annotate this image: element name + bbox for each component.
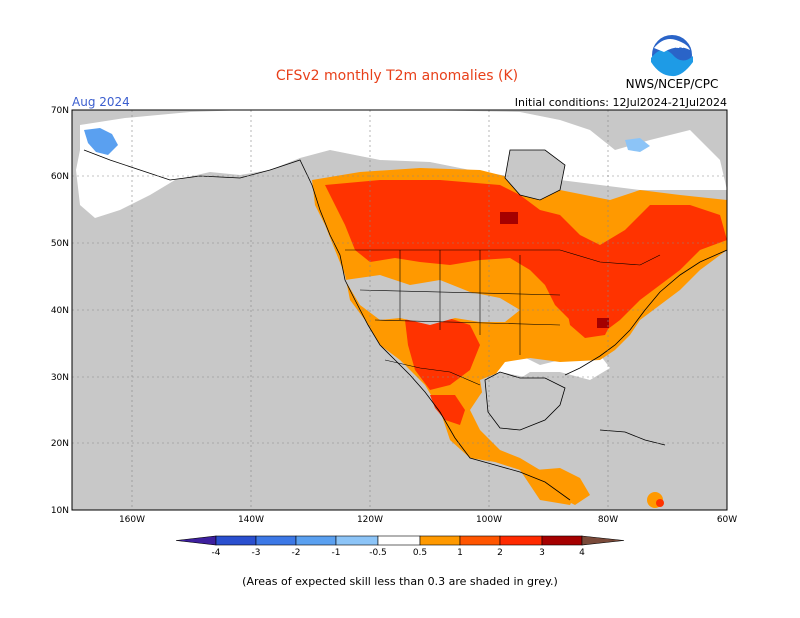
noaa-logo: NOAA	[650, 33, 694, 77]
lat-tick-label: 40N	[51, 306, 69, 316]
lon-axis-labels: 160W 140W 120W 100W 80W 60W	[119, 515, 737, 525]
political-borders	[345, 249, 661, 386]
colorbar-swatch	[215, 535, 257, 546]
low-skill-interior-west	[345, 275, 520, 325]
colorbar-tick-label: 2	[497, 548, 503, 558]
valid-month-label: Aug 2024	[72, 95, 130, 109]
coastlines	[83, 149, 727, 501]
land-near-normal-north	[76, 110, 727, 218]
colorbar-tick-label: -1	[332, 548, 341, 558]
hudson-bay	[505, 150, 565, 200]
colorbar-tick-label: 1	[457, 548, 463, 558]
anomaly-darkred-patch	[597, 318, 609, 328]
lat-tick-label: 10N	[51, 506, 69, 516]
lon-tick-label: 100W	[476, 515, 502, 525]
colorbar-tick-label: -0.5	[369, 548, 387, 558]
anomaly-blue-greenland	[625, 138, 650, 152]
lon-tick-label: 160W	[119, 515, 145, 525]
noaa-logo-text: NOAA	[661, 42, 684, 50]
anomaly-red-caribbean	[656, 499, 664, 507]
initial-conditions-label: Initial conditions: 12Jul2024-21Jul2024	[515, 96, 727, 109]
colorbar-swatch	[255, 535, 297, 546]
source-label: NWS/NCEP/CPC	[626, 77, 719, 91]
lat-tick-label: 50N	[51, 239, 69, 249]
colorbar-swatch	[377, 535, 421, 546]
colorbar-tick-label: 4	[579, 548, 585, 558]
anomaly-blue-bering	[84, 128, 118, 155]
lon-tick-label: 80W	[598, 515, 618, 525]
anomaly-red-mexico	[430, 395, 465, 425]
lon-tick-label: 120W	[357, 515, 383, 525]
lat-tick-label: 60N	[51, 172, 69, 182]
anomaly-red-canada-core	[325, 180, 727, 335]
anomaly-orange-central-america	[535, 468, 590, 505]
colorbar-tick-label: -2	[292, 548, 301, 558]
colorbar-swatch	[459, 535, 501, 546]
lat-axis-labels: 70N 60N 50N 40N 30N 20N 10N	[51, 106, 69, 516]
colorbar: -4 -3 -2 -1 -0.5 0.5 1 2 3 4	[175, 535, 625, 558]
colorbar-swatch	[335, 535, 379, 546]
graticule	[72, 110, 727, 510]
colorbar-swatch	[419, 535, 461, 546]
lat-tick-label: 20N	[51, 439, 69, 449]
anomaly-red-ohio-valley	[565, 300, 615, 338]
lon-tick-label: 60W	[717, 515, 737, 525]
skill-footnote: (Areas of expected skill less than 0.3 a…	[242, 575, 558, 588]
colorbar-tick-label: 3	[539, 548, 545, 558]
colorbar-high-arrow	[581, 535, 625, 546]
anomaly-red-southwest	[405, 315, 480, 390]
map-frame	[71, 109, 728, 511]
map-title: CFSv2 monthly T2m anomalies (K)	[276, 68, 518, 84]
colorbar-tick-label: -4	[212, 548, 221, 558]
colorbar-swatch	[499, 535, 543, 546]
lon-tick-label: 140W	[238, 515, 264, 525]
gulf-of-mexico	[480, 372, 570, 430]
lat-tick-label: 30N	[51, 373, 69, 383]
colorbar-low-arrow	[175, 535, 217, 546]
colorbar-tick-label: -3	[252, 548, 261, 558]
colorbar-swatch	[541, 535, 583, 546]
colorbar-swatch	[295, 535, 337, 546]
lat-tick-label: 70N	[51, 106, 69, 116]
anomaly-darkred-patch	[500, 212, 518, 224]
map-panel	[72, 110, 727, 510]
colorbar-tick-label: 0.5	[413, 548, 427, 558]
